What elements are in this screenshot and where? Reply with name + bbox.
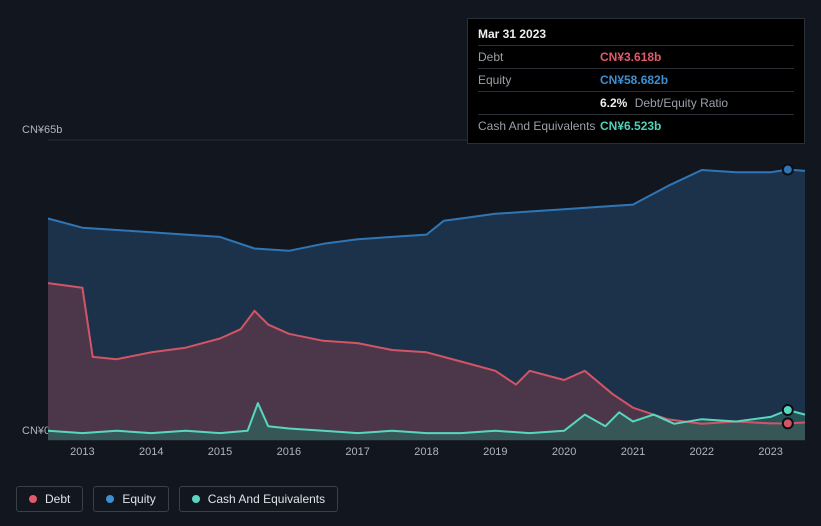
- tooltip-row-cash: Cash And Equivalents CN¥6.523b: [478, 114, 794, 137]
- tooltip-label: Debt: [478, 48, 600, 66]
- tooltip-ratio-label: Debt/Equity Ratio: [635, 96, 728, 110]
- legend-dot-icon: [106, 495, 114, 503]
- x-axis-tick: 2017: [345, 446, 369, 458]
- tooltip-label: Equity: [478, 71, 600, 89]
- y-axis-label-top: CN¥65b: [22, 124, 62, 136]
- x-axis-tick: 2023: [758, 446, 782, 458]
- chart-svg: [48, 140, 805, 440]
- x-axis-tick: 2013: [70, 446, 94, 458]
- tooltip-label: Cash And Equivalents: [478, 117, 600, 135]
- x-axis-tick: 2014: [139, 446, 163, 458]
- x-axis-tick: 2015: [208, 446, 232, 458]
- tooltip-row-debt: Debt CN¥3.618b: [478, 45, 794, 68]
- x-axis-tick: 2020: [552, 446, 576, 458]
- tooltip-ratio: 6.2%: [600, 96, 627, 110]
- x-axis-tick: 2021: [621, 446, 645, 458]
- tooltip-row-equity: Equity CN¥58.682b: [478, 68, 794, 91]
- legend-dot-icon: [192, 495, 200, 503]
- tooltip-label: [478, 94, 600, 112]
- legend-item-debt[interactable]: Debt: [16, 486, 83, 512]
- x-axis-tick: 2022: [690, 446, 714, 458]
- tooltip-date: Mar 31 2023: [478, 25, 794, 45]
- legend: Debt Equity Cash And Equivalents: [16, 486, 338, 512]
- chart-tooltip: Mar 31 2023 Debt CN¥3.618b Equity CN¥58.…: [467, 18, 805, 144]
- legend-label: Debt: [45, 492, 70, 506]
- tooltip-value-equity: CN¥58.682b: [600, 71, 668, 89]
- tooltip-value-cash: CN¥6.523b: [600, 117, 661, 135]
- legend-item-cash-and-equivalents[interactable]: Cash And Equivalents: [179, 486, 338, 512]
- x-axis-tick: 2018: [414, 446, 438, 458]
- legend-item-equity[interactable]: Equity: [93, 486, 168, 512]
- tooltip-row-ratio: 6.2% Debt/Equity Ratio: [478, 91, 794, 114]
- x-axis: 2013 2014 2015 2016 2017 2018 2019 2020 2021 2022…: [48, 446, 805, 464]
- legend-label: Cash And Equivalents: [208, 492, 325, 506]
- y-axis-label-bottom: CN¥0: [22, 425, 50, 437]
- x-axis-tick: 2016: [277, 446, 301, 458]
- tooltip-value-debt: CN¥3.618b: [600, 48, 661, 66]
- legend-label: Equity: [122, 492, 155, 506]
- legend-dot-icon: [29, 495, 37, 503]
- chart-area[interactable]: [48, 140, 805, 440]
- x-axis-tick: 2019: [483, 446, 507, 458]
